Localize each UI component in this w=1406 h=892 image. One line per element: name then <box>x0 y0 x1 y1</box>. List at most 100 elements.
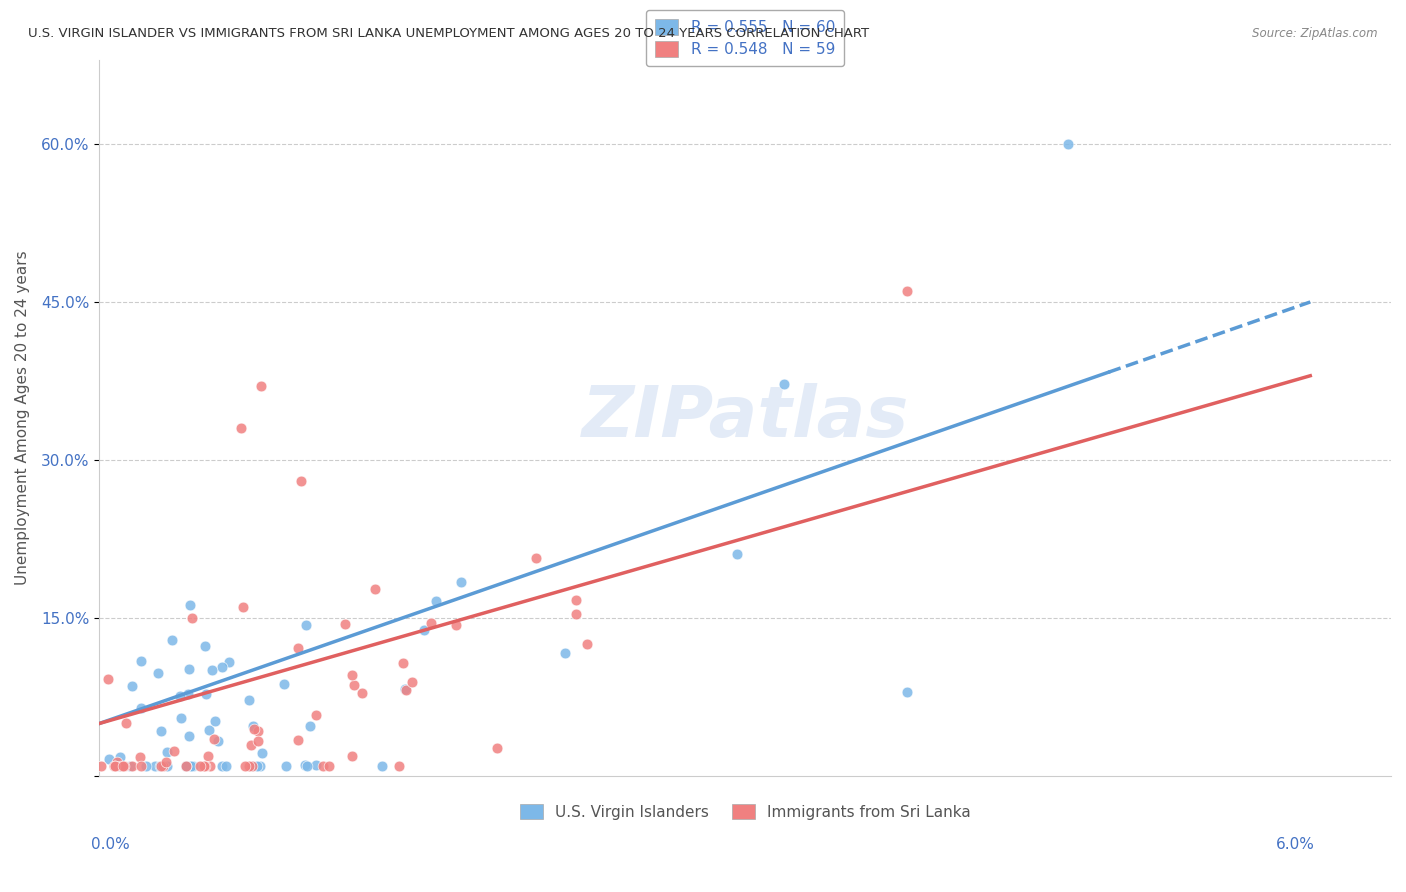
Point <box>364 582 387 597</box>
Point <box>318 758 340 772</box>
Point <box>111 758 134 772</box>
Point <box>485 740 508 755</box>
Point <box>246 734 269 748</box>
Point <box>554 646 576 660</box>
Text: U.S. VIRGIN ISLANDER VS IMMIGRANTS FROM SRI LANKA UNEMPLOYMENT AMONG AGES 20 TO : U.S. VIRGIN ISLANDER VS IMMIGRANTS FROM … <box>28 27 869 40</box>
Point <box>98 752 121 766</box>
Point <box>394 681 416 696</box>
Point <box>169 689 191 703</box>
Point <box>246 758 269 772</box>
Point <box>247 723 270 738</box>
Point <box>146 665 169 680</box>
Point <box>444 618 467 632</box>
Point <box>240 758 263 772</box>
Point <box>177 729 200 743</box>
Point <box>150 758 173 772</box>
Point <box>242 719 264 733</box>
Point <box>105 755 128 769</box>
Point <box>388 758 411 772</box>
Point <box>193 758 215 772</box>
Text: 6.0%: 6.0% <box>1275 838 1315 852</box>
Point <box>295 618 318 632</box>
Point <box>174 758 197 772</box>
Point <box>290 474 312 488</box>
Point <box>287 732 309 747</box>
Point <box>526 551 548 566</box>
Point <box>145 758 167 772</box>
Point <box>174 758 197 772</box>
Point <box>243 722 266 736</box>
Point <box>202 732 225 747</box>
Point <box>121 758 143 772</box>
Point <box>194 639 217 653</box>
Point <box>108 750 131 764</box>
Point <box>238 693 260 707</box>
Legend: U.S. Virgin Islanders, Immigrants from Sri Lanka: U.S. Virgin Islanders, Immigrants from S… <box>513 797 977 826</box>
Point <box>129 750 152 764</box>
Point <box>211 758 233 772</box>
Text: 0.0%: 0.0% <box>91 838 131 852</box>
Point <box>395 683 418 698</box>
Point <box>198 723 221 738</box>
Point <box>129 654 152 668</box>
Point <box>207 733 229 747</box>
Point <box>297 758 319 772</box>
Point <box>299 719 322 733</box>
Point <box>420 616 443 631</box>
Point <box>250 746 273 760</box>
Point <box>896 685 918 699</box>
Text: ZIPatlas: ZIPatlas <box>582 384 908 452</box>
Point <box>215 758 238 772</box>
Point <box>163 744 186 758</box>
Point <box>160 632 183 647</box>
Point <box>342 749 364 764</box>
Point <box>343 678 366 692</box>
Point <box>896 285 918 299</box>
Point <box>177 662 200 676</box>
Point <box>179 598 201 612</box>
Point <box>197 749 219 764</box>
Point <box>576 637 599 651</box>
Point <box>103 758 125 772</box>
Point <box>177 687 200 701</box>
Point <box>239 738 262 752</box>
Point <box>104 758 127 772</box>
Point <box>249 379 271 393</box>
Point <box>305 708 328 723</box>
Point <box>129 701 152 715</box>
Point <box>129 758 152 772</box>
Point <box>104 758 127 772</box>
Point <box>425 594 447 608</box>
Point <box>201 664 224 678</box>
Point <box>204 714 226 728</box>
Point <box>232 599 254 614</box>
Point <box>312 758 335 772</box>
Point <box>149 758 172 772</box>
Point <box>135 758 157 772</box>
Point <box>274 758 297 772</box>
Point <box>149 758 172 772</box>
Point <box>565 593 588 607</box>
Y-axis label: Unemployment Among Ages 20 to 24 years: Unemployment Among Ages 20 to 24 years <box>15 251 30 585</box>
Text: Source: ZipAtlas.com: Source: ZipAtlas.com <box>1253 27 1378 40</box>
Point <box>287 641 309 656</box>
Point <box>188 758 211 772</box>
Point <box>294 757 316 772</box>
Point <box>97 672 120 686</box>
Point <box>156 758 179 772</box>
Point <box>401 675 423 690</box>
Point <box>238 758 260 772</box>
Point <box>194 687 217 701</box>
Point <box>181 758 204 772</box>
Point <box>120 758 142 772</box>
Point <box>352 686 374 700</box>
Point <box>200 758 222 772</box>
Point <box>340 668 363 682</box>
Point <box>104 758 127 772</box>
Point <box>155 755 177 769</box>
Point <box>565 607 588 621</box>
Point <box>304 758 326 772</box>
Point <box>156 745 179 759</box>
Point <box>273 677 295 691</box>
Point <box>181 611 204 625</box>
